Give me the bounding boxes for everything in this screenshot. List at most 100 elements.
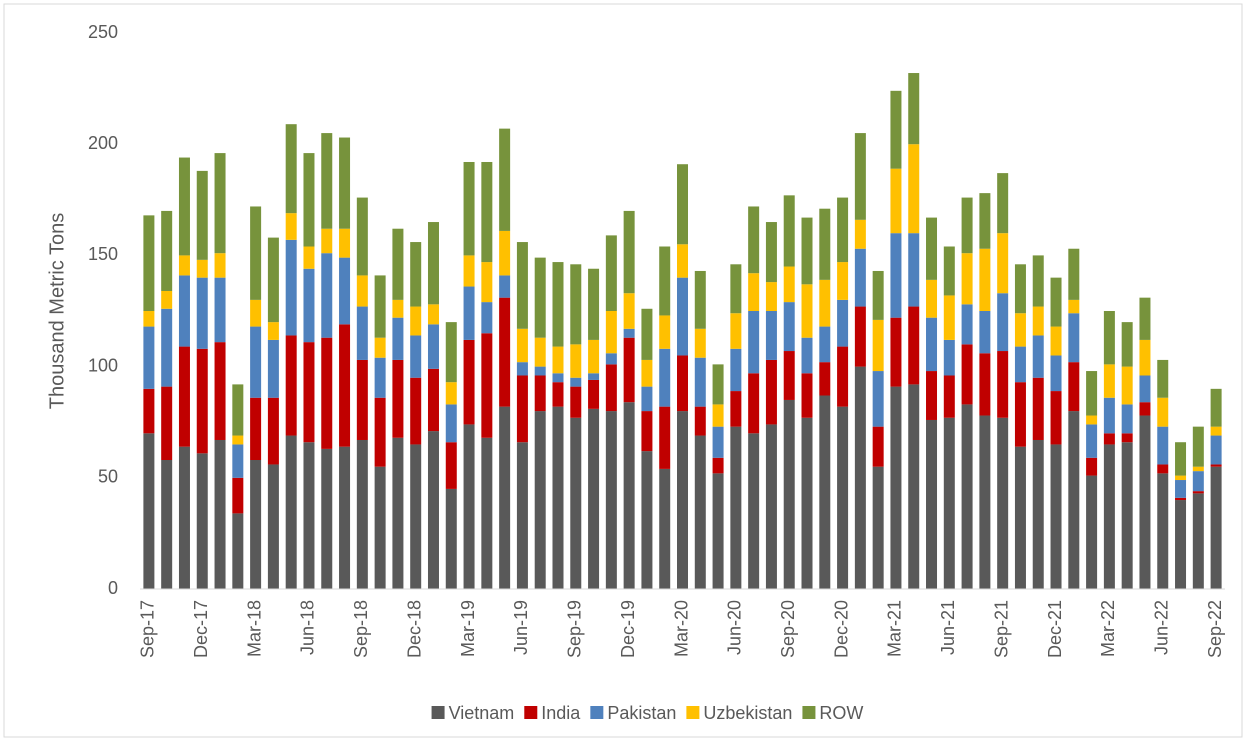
bar-segment (1050, 391, 1062, 445)
bar-segment (1014, 313, 1026, 347)
bar-segment (694, 406, 706, 436)
bar-segment (677, 277, 688, 356)
bar-segment (250, 206, 262, 300)
bar-segment (1175, 500, 1187, 589)
bar-segment (819, 362, 831, 396)
y-axis-label: Thousand Metric Tons (46, 213, 68, 409)
bar-segment (979, 415, 991, 589)
bar-segment (997, 173, 1009, 234)
bar-segment (161, 460, 173, 589)
bar-segment (659, 468, 671, 589)
bar-segment (1032, 255, 1044, 307)
bar-segment (712, 404, 724, 427)
bar-segment (837, 406, 849, 589)
bar-segment (1139, 402, 1151, 416)
bar-segment (339, 324, 351, 447)
bar-segment (748, 433, 760, 589)
bar-segment (1121, 322, 1133, 367)
bar-segment (481, 262, 493, 303)
bar-segment (641, 411, 653, 452)
x-tick-label: Mar-18 (244, 600, 264, 657)
bar-segment (659, 406, 671, 469)
bar-segment (783, 351, 795, 400)
bar-segment (410, 335, 422, 378)
bar-segment (499, 406, 511, 589)
bar-segment (1050, 444, 1062, 589)
bar-segment (641, 308, 653, 360)
bar-segment (730, 426, 742, 589)
bar-segment (1086, 424, 1098, 458)
bar-segment (303, 153, 315, 247)
bar-segment (374, 337, 386, 358)
bar-segment (926, 317, 938, 372)
bar-segment (516, 328, 528, 363)
bar-segment (534, 411, 546, 589)
legend-swatch (590, 706, 604, 719)
bar-segment (267, 322, 279, 340)
bar-segment (979, 193, 991, 249)
bar-segment (712, 426, 724, 458)
bar-segment (908, 306, 920, 385)
bar-segment (837, 262, 849, 300)
bar-segment (819, 208, 831, 280)
bar-segment (463, 255, 475, 287)
bar-segment (232, 513, 244, 589)
bar-segment (801, 373, 813, 418)
legend-label: Uzbekistan (703, 703, 792, 723)
bar-segment (979, 311, 991, 354)
bar-segment (943, 246, 955, 296)
y-tick-label: 200 (88, 133, 118, 153)
bar-segment (463, 161, 475, 256)
bar-segment (303, 268, 315, 343)
bar-segment (1086, 371, 1098, 416)
bar-segment (1086, 415, 1098, 425)
bar-segment (908, 384, 920, 589)
bar-segment (427, 368, 439, 432)
bar-segment (1121, 366, 1133, 405)
bar-segment (872, 371, 884, 427)
bar-segment (196, 453, 208, 589)
bar-segment (1032, 439, 1044, 589)
bar-segment (623, 402, 635, 589)
x-tick-label: Jun-18 (298, 600, 318, 655)
bar-segment (926, 217, 938, 280)
bar-segment (250, 460, 262, 589)
bar-segment (694, 435, 706, 589)
bar-segment (588, 339, 600, 374)
bar-segment (463, 339, 475, 425)
bar-segment (267, 339, 279, 398)
bar-segment (1068, 362, 1080, 412)
bar-segment (961, 344, 973, 405)
legend-swatch (431, 706, 445, 719)
bar-segment (196, 277, 208, 349)
bar-segment (694, 328, 706, 358)
bar-segment (481, 302, 493, 334)
bar-segment (730, 264, 742, 314)
x-tick-label: Jun-20 (725, 600, 745, 655)
bar-segment (979, 248, 991, 311)
bar-segment (178, 255, 190, 276)
bar-segment (285, 335, 297, 436)
bar-segment (908, 233, 920, 307)
bar-segment (1103, 444, 1115, 589)
bar-segment (285, 239, 297, 336)
bar-segment (801, 284, 813, 338)
bar-segment (356, 275, 368, 307)
bar-segment (659, 315, 671, 349)
bar-segment (1050, 326, 1062, 356)
x-tick-label: Jun-19 (511, 600, 531, 655)
bar-segment (516, 362, 528, 376)
bar-segment (783, 302, 795, 352)
bar-segment (143, 326, 155, 389)
bar-segment (1103, 364, 1115, 398)
bar-segment (250, 299, 262, 327)
bar-segment (534, 257, 546, 338)
bar-segment (214, 277, 226, 343)
bar-segment (943, 417, 955, 589)
bar-segment (659, 348, 671, 407)
bar-segment (374, 397, 386, 467)
bar-segment (427, 304, 439, 325)
bar-segment (1210, 466, 1222, 589)
x-tick-label: Jun-22 (1151, 600, 1171, 655)
bar-segment (748, 273, 760, 311)
